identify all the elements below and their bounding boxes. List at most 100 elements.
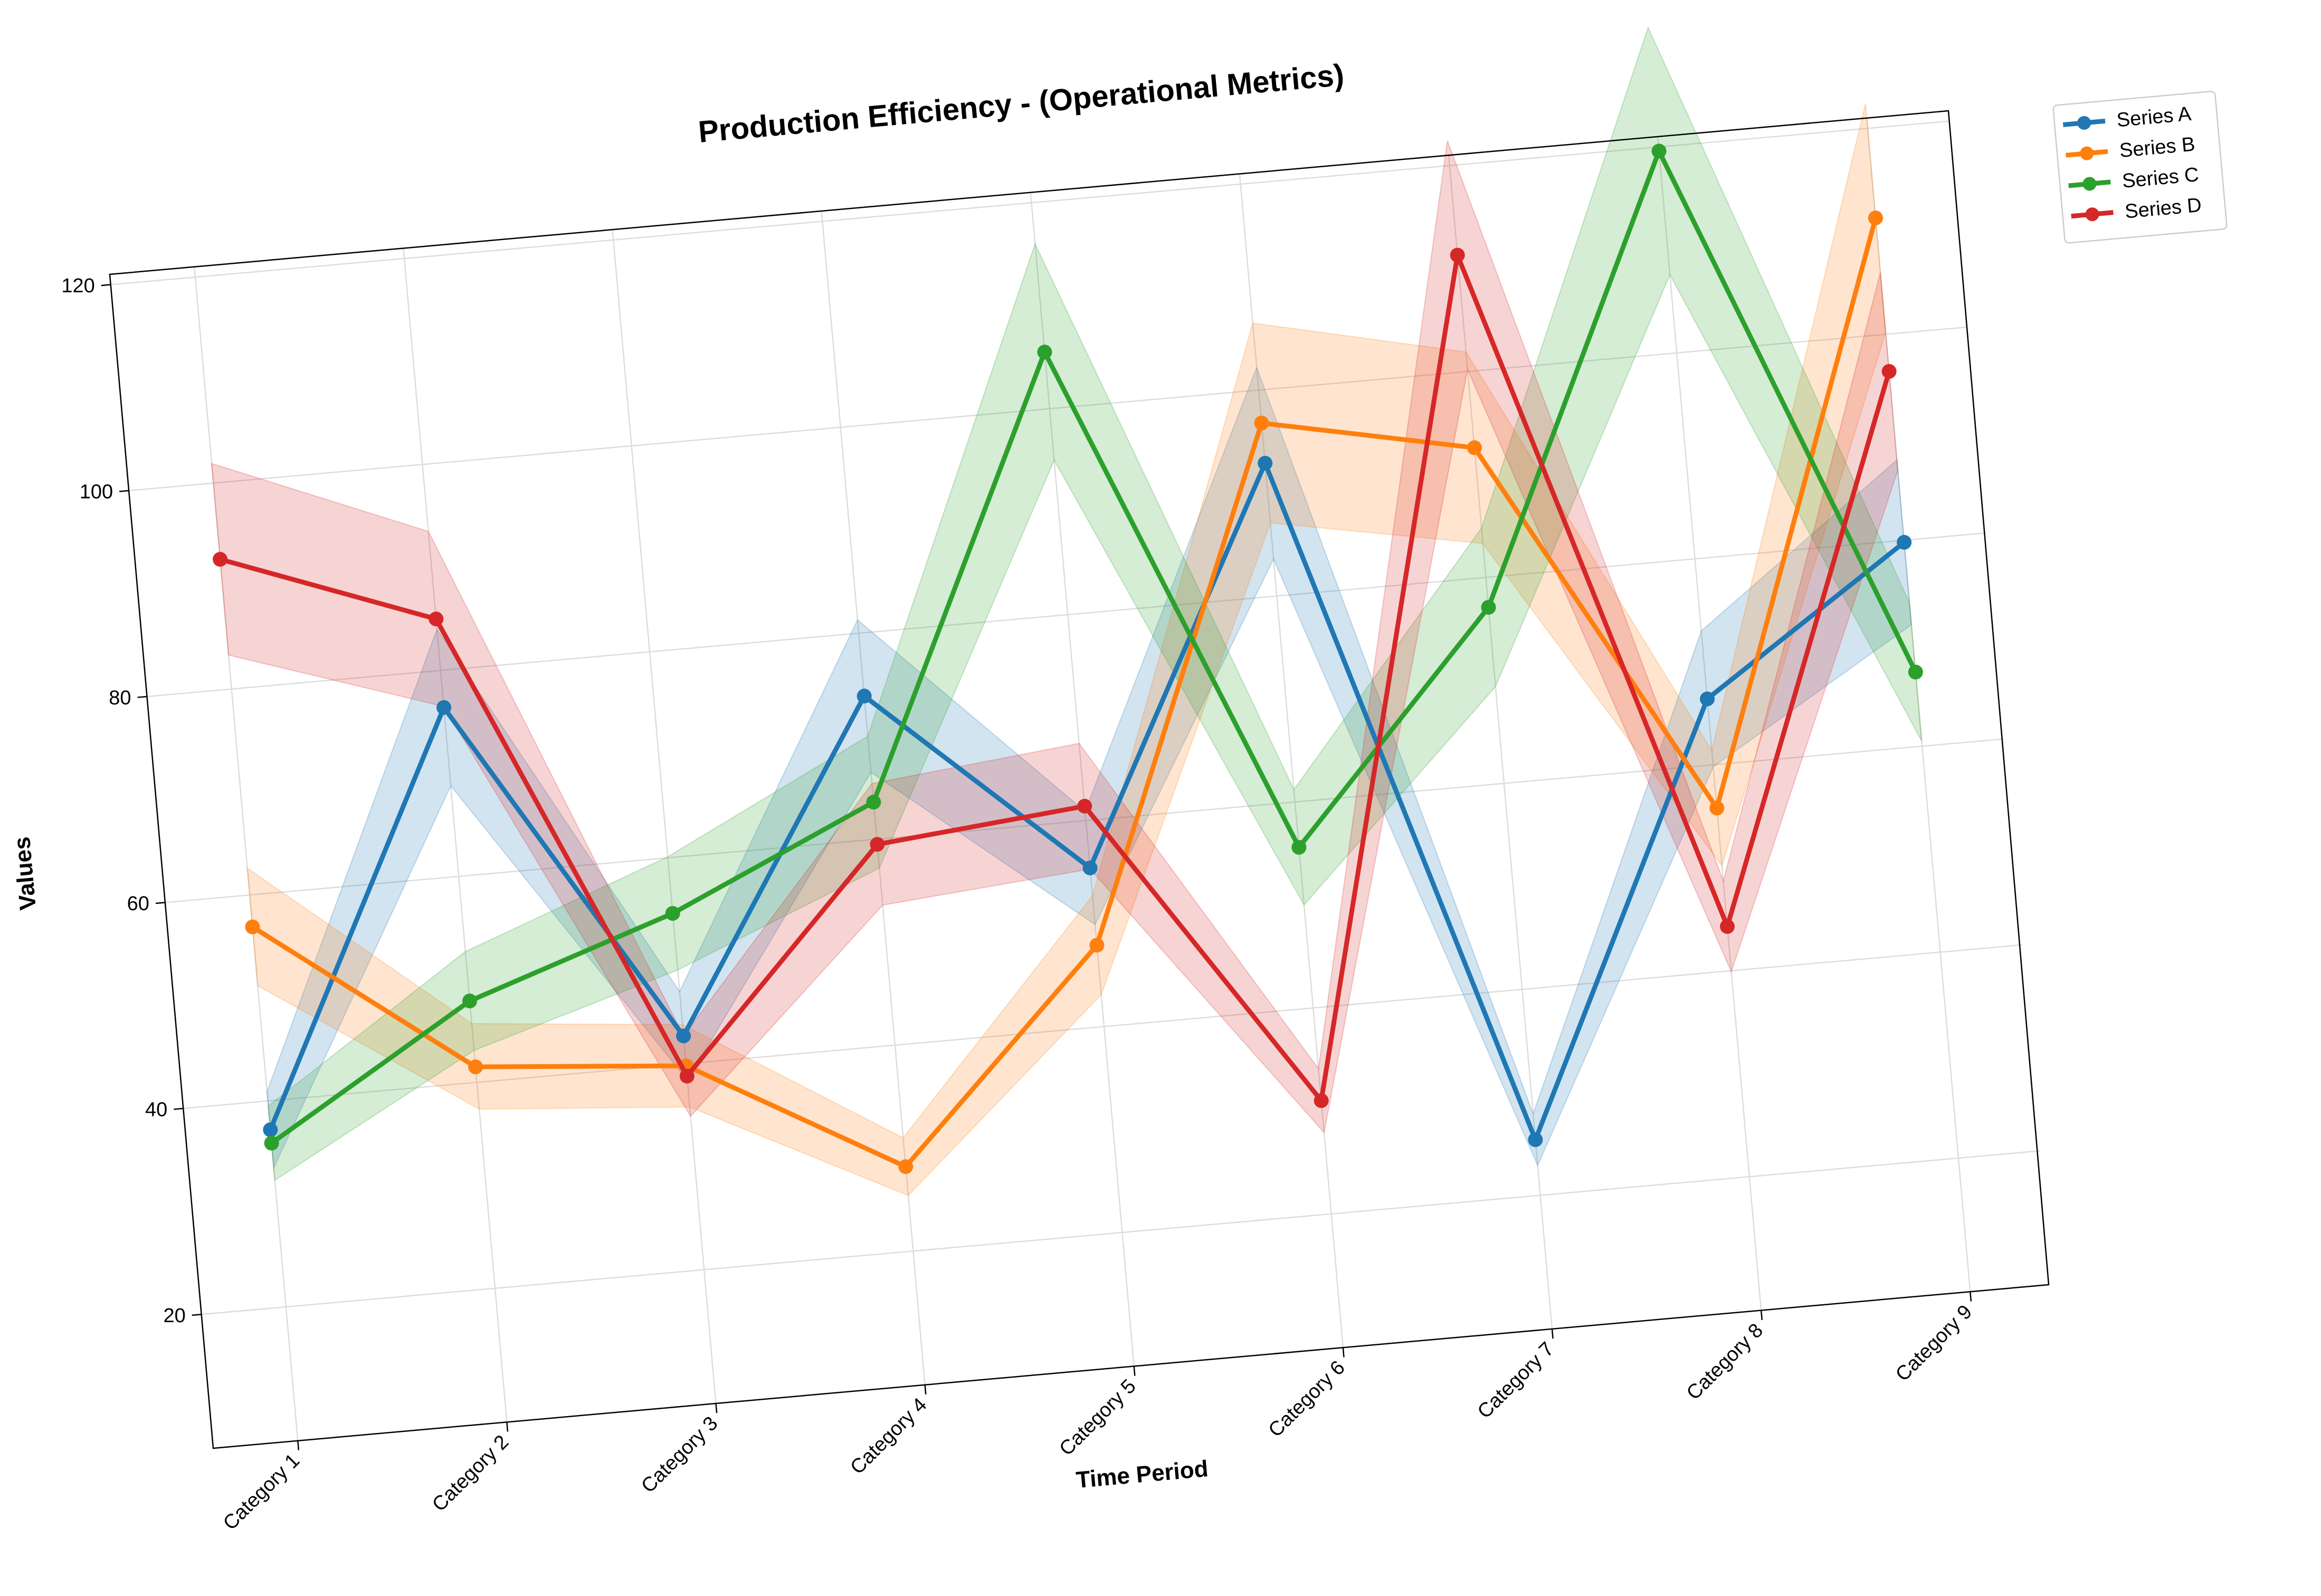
confidence-band xyxy=(268,26,1923,1181)
data-point xyxy=(1082,861,1098,876)
x-gridline xyxy=(403,248,508,1422)
x-tick xyxy=(715,1403,718,1413)
data-point xyxy=(1077,798,1092,814)
data-point xyxy=(898,1159,914,1174)
y-tick-label: 60 xyxy=(127,893,149,915)
x-gridline xyxy=(1030,192,1135,1366)
data-point xyxy=(1908,664,1923,680)
data-point xyxy=(429,611,444,627)
legend-swatch-marker xyxy=(2085,207,2099,222)
data-point xyxy=(665,906,680,921)
x-tick xyxy=(506,1422,509,1432)
data-point xyxy=(679,1068,695,1084)
x-tick-label: Category 4 xyxy=(846,1394,931,1479)
y-tick xyxy=(137,695,147,699)
data-point xyxy=(1258,455,1273,471)
data-point xyxy=(870,837,885,852)
data-point xyxy=(1720,919,1735,934)
data-point xyxy=(1291,839,1307,855)
data-point xyxy=(1481,600,1496,615)
data-point xyxy=(1037,345,1052,360)
data-point xyxy=(245,919,260,934)
data-point xyxy=(1881,364,1897,379)
y-tick-label: 80 xyxy=(109,687,131,709)
series-group xyxy=(213,247,1897,1108)
data-point xyxy=(468,1059,483,1075)
plot-area: 20 40 60 80 100 120 Category 1 Category 2 Catego… xyxy=(61,26,2050,1534)
x-tick-label: Category 9 xyxy=(1891,1301,1976,1385)
y-tick xyxy=(192,1314,202,1316)
y-tick-label: 120 xyxy=(61,275,94,297)
data-point xyxy=(1314,1093,1329,1108)
legend-frame xyxy=(2052,91,2228,244)
data-point xyxy=(1651,144,1667,159)
x-tick-label: Category 7 xyxy=(1473,1338,1558,1423)
x-tick-label: Category 2 xyxy=(428,1431,513,1516)
y-tick-label: 20 xyxy=(163,1305,185,1327)
data-point xyxy=(676,1028,691,1044)
y-tick-label: 100 xyxy=(80,481,113,503)
data-point xyxy=(1528,1132,1543,1148)
y-gridline xyxy=(201,1150,2040,1315)
y-tick xyxy=(174,1107,184,1110)
x-tick xyxy=(1342,1347,1345,1358)
x-tick xyxy=(1970,1292,1972,1302)
x-gridline xyxy=(194,266,299,1441)
data-point xyxy=(462,993,478,1009)
x-axis-label: Time Period xyxy=(1075,1456,1209,1493)
y-tick xyxy=(119,490,129,492)
x-gridline xyxy=(1239,174,1344,1348)
y-tick-label: 40 xyxy=(145,1099,167,1121)
y-gridline xyxy=(147,532,1986,697)
data-point xyxy=(857,689,872,704)
legend-swatch-marker xyxy=(2077,116,2091,130)
y-gridline xyxy=(110,120,1949,285)
x-tick xyxy=(1551,1329,1554,1339)
y-gridline xyxy=(165,738,2004,903)
plot-background xyxy=(110,111,2049,1448)
x-tick-label: Category 1 xyxy=(219,1449,304,1534)
x-tick xyxy=(1760,1310,1763,1321)
confidence-band xyxy=(246,103,1887,1197)
y-axis: 20 40 60 80 100 120 xyxy=(61,275,202,1327)
series-group xyxy=(263,455,1912,1148)
chart-title: Production Efficiency - (Operational Met… xyxy=(697,58,1346,149)
x-tick xyxy=(924,1384,927,1395)
data-point xyxy=(1450,247,1465,263)
x-tick-label: Category 3 xyxy=(637,1412,722,1497)
data-point xyxy=(1254,415,1269,431)
data-point xyxy=(1897,534,1912,550)
data-point xyxy=(213,552,228,567)
data-point xyxy=(1089,938,1105,953)
x-tick xyxy=(297,1440,300,1450)
legend-swatch-marker xyxy=(2080,146,2094,160)
x-gridline xyxy=(1866,118,1971,1292)
legend-swatch-marker xyxy=(2082,177,2097,191)
data-point xyxy=(436,700,452,715)
x-gridline xyxy=(612,230,717,1404)
x-tick-label: Category 8 xyxy=(1682,1320,1767,1404)
data-point xyxy=(866,795,881,810)
series-group xyxy=(245,211,1883,1174)
data-point xyxy=(264,1135,279,1151)
data-point xyxy=(1700,691,1715,706)
x-gridline xyxy=(1657,136,1762,1311)
y-gridline xyxy=(128,326,1968,492)
data-point xyxy=(1868,211,1883,226)
x-tick-label: Category 6 xyxy=(1264,1356,1349,1441)
data-point xyxy=(263,1122,278,1138)
data-point xyxy=(1467,440,1482,455)
x-tick-label: Category 5 xyxy=(1055,1375,1140,1460)
x-tick xyxy=(1133,1366,1136,1376)
confidence-band xyxy=(211,140,1899,1134)
plot-border xyxy=(109,110,2050,1449)
y-tick xyxy=(101,284,111,286)
series-group xyxy=(264,144,1923,1151)
y-tick xyxy=(155,902,165,904)
y-axis-label: Values xyxy=(9,836,41,911)
data-point xyxy=(1709,800,1725,816)
y-gridline xyxy=(183,944,2022,1110)
